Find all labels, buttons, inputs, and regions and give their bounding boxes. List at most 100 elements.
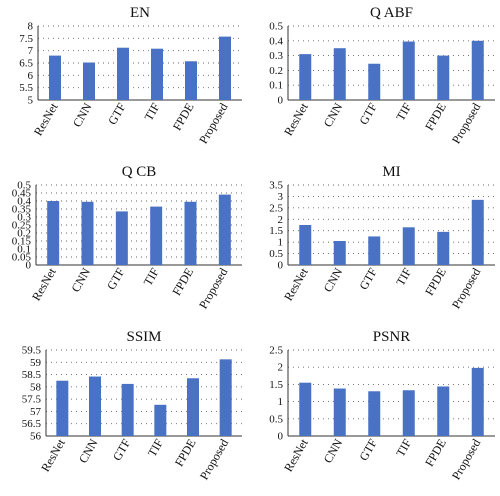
bar-resnet [56,380,69,436]
bar-cnn [89,376,101,436]
y-tick-label: 0.4 [17,196,31,208]
bar-proposed [219,359,232,436]
bar-resnet [47,201,60,265]
chart-title-q-cb: Q CB [122,164,157,180]
y-tick-label: 57.5 [22,394,42,406]
x-tick-label: Proposed [197,437,231,483]
bar-resnet [299,225,312,265]
bar-cnn [333,388,346,436]
y-tick-label: 6 [28,70,34,82]
y-tick-label: 0 [26,260,32,272]
y-tick-label: 6.5 [19,58,33,70]
x-tick-label: CNN [70,100,95,129]
bar-gtf [368,63,381,100]
x-tick-label: FPDE [422,101,449,133]
y-tick-label: 0.05 [12,252,32,264]
y-tick-label: 59.5 [22,345,42,357]
chart-title-en: EN [130,5,150,21]
x-tick-label: FPDE [170,101,197,133]
x-tick-label: CNN [76,436,101,465]
y-tick-label: 0.4 [269,35,283,47]
x-tick-label: Proposed [449,437,483,483]
x-tick-label: CNN [68,265,93,294]
x-tick-label: Proposed [449,266,483,312]
y-tick-label: 2 [278,362,284,374]
bar-gtf [368,236,381,265]
bar-tif [402,390,415,436]
y-tick-label: 0 [278,260,284,272]
y-tick-label: 56 [30,431,42,443]
x-tick-label: CNN [321,100,346,129]
y-tick-label: 0.3 [269,50,283,62]
y-tick-label: 0.5 [17,180,31,192]
x-tick-label: ResNet [31,100,61,138]
y-tick-label: 5.5 [19,82,33,94]
bar-proposed [471,199,484,265]
y-tick-label: 0.1 [17,244,31,256]
x-tick-label: GTF [356,436,380,463]
bar-gtf [115,211,128,265]
x-tick-label: Proposed [196,266,230,312]
x-tick-label: ResNet [29,265,59,303]
x-tick-label: TIF [141,100,162,123]
x-tick-label: TIF [393,265,414,288]
y-tick-label: 0.45 [12,188,32,200]
bar-cnn [333,241,346,265]
x-tick-label: GTF [104,265,128,292]
y-tick-label: 1 [278,396,284,408]
bar-tif [402,227,415,265]
y-tick-label: 0.5 [269,248,283,260]
y-tick-label: 59 [30,357,42,369]
x-tick-label: TIF [141,265,162,288]
y-tick-label: 58 [30,381,42,393]
y-tick-label: 0.1 [269,80,283,92]
chart-title-psnr: PSNR [373,329,411,345]
x-tick-label: GTF [105,100,129,127]
y-tick-label: 56.5 [22,418,42,430]
chart-q-cb: Q CB 00.050.10.150.20.250.30.350.40.450.5… [12,164,242,312]
x-tick-label: TIF [393,436,414,459]
x-tick-label: GTF [356,265,380,292]
bar-resnet [299,54,312,100]
bar-proposed [471,40,484,100]
chart-mi: MI 00.511.522.533.5 ResNet CNN GTF TIF FPDE Pro… [269,164,495,312]
y-tick-label: 2.5 [269,345,283,357]
y-tick-label: 8 [28,21,34,33]
y-tick-label: 0.25 [12,220,32,232]
bar-resnet [299,382,312,436]
y-tick-label: 2 [278,214,284,226]
bar-tif [150,206,163,265]
chart-title-q-abf: Q ABF [370,5,413,21]
y-tick-label: 7 [28,45,34,57]
bar-gtf [117,47,129,100]
y-tick-label: 0.3 [17,212,31,224]
x-tick-label: Proposed [449,101,483,147]
bar-fpde [184,201,197,265]
x-tick-label: GTF [356,100,380,127]
y-tick-label: 3 [278,191,284,203]
y-tick-label: 58.5 [22,369,42,381]
bar-proposed [218,194,231,265]
bar-tif [151,48,163,100]
bar-tif [154,404,167,436]
x-tick-label: TIF [145,436,166,459]
y-tick-label: 1.5 [269,379,283,391]
x-tick-label: FPDE [422,266,449,298]
bar-resnet [49,55,61,100]
bar-cnn [333,48,346,100]
x-tick-label: Proposed [196,101,230,147]
bar-fpde [187,378,199,436]
x-tick-label: CNN [321,265,346,294]
x-tick-label: FPDE [172,437,199,469]
x-tick-label: TIF [393,100,414,123]
y-tick-label: 0.5 [269,413,283,425]
bar-cnn [81,201,94,265]
chart-q-abf: Q ABF 0 0.1 0.2 0.3 0.4 0.5 ResNet CNN GTF TIF FPDE… [269,5,495,147]
bar-fpde [437,231,450,265]
chart-en: EN 55.566.577.58 ResNet CNN GTF TIF FPDE Propos… [19,5,242,147]
y-tick-label: 0.35 [12,204,32,216]
bar-gtf [368,391,381,436]
x-tick-label: ResNet [281,436,311,474]
